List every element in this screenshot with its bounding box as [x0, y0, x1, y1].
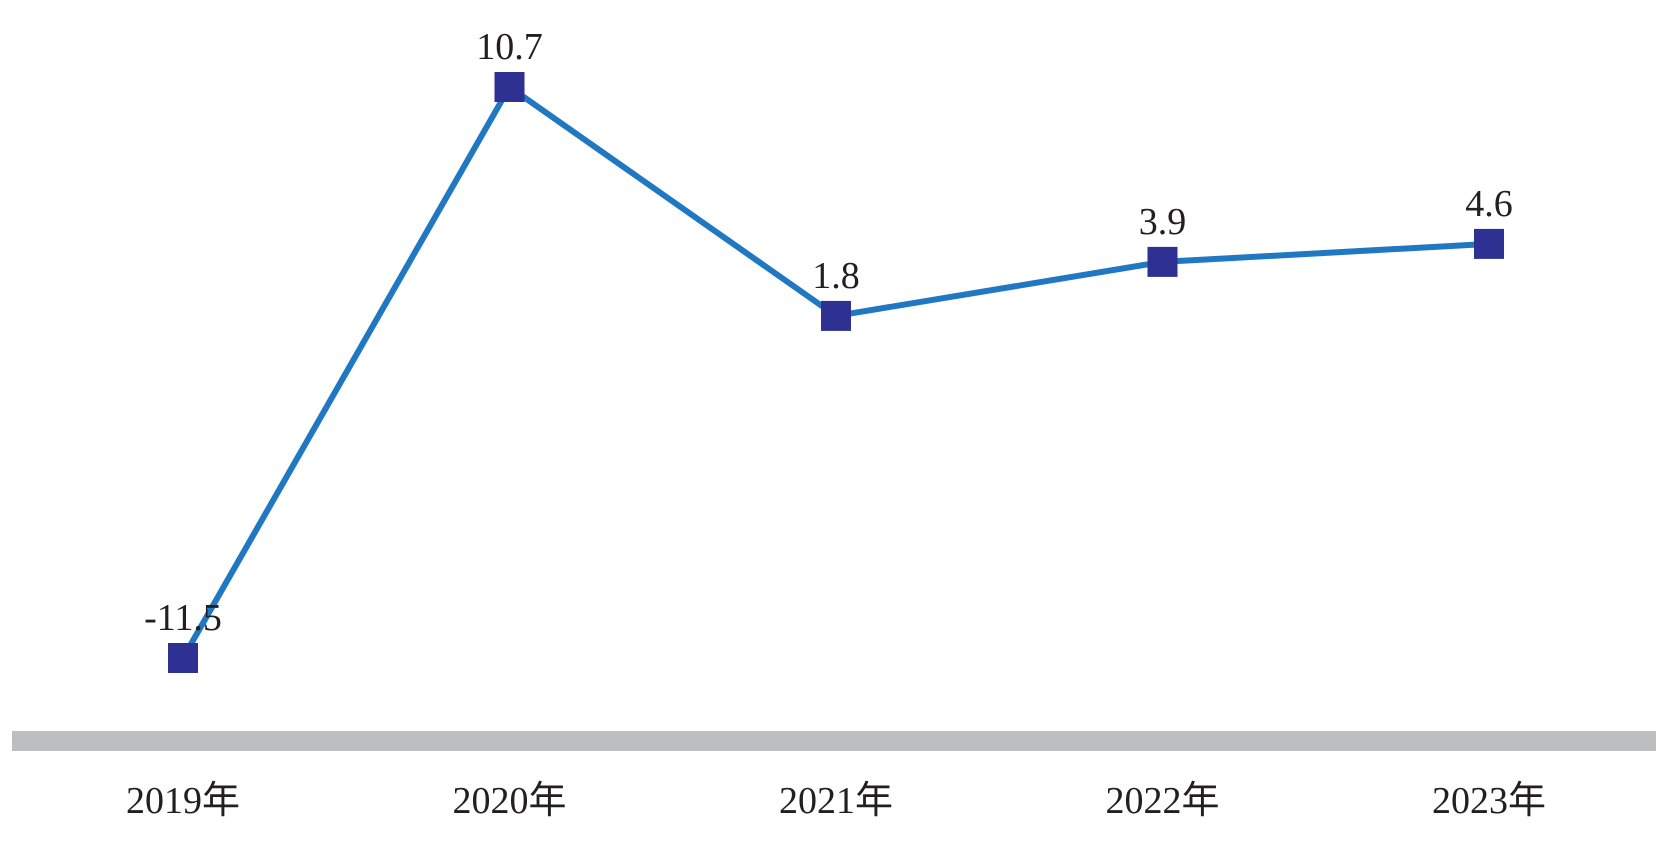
x-tick-label: 2019年	[126, 780, 240, 822]
data-point-marker	[1474, 228, 1504, 259]
data-point-marker	[494, 72, 525, 102]
series-line	[180, 82, 1490, 660]
data-label-layer: -11.5 10.7 1.8 3.9 4.6	[144, 26, 1513, 639]
x-tick-label: 2022年	[1105, 780, 1219, 822]
data-point-marker	[168, 643, 198, 673]
data-point-marker	[1147, 246, 1178, 277]
x-axis-band	[12, 731, 1656, 751]
data-label: -11.5	[144, 597, 222, 639]
data-point-marker	[821, 300, 851, 331]
series-layer	[168, 72, 1504, 673]
x-tick-label: 2023年	[1432, 780, 1546, 822]
data-label: 4.6	[1465, 183, 1513, 225]
x-tick-layer: 2019年 2020年 2021年 2022年 2023年	[126, 780, 1546, 822]
data-label: 1.8	[812, 255, 860, 297]
x-tick-label: 2021年	[779, 780, 893, 822]
data-label: 10.7	[476, 26, 543, 68]
data-label: 3.9	[1139, 201, 1187, 243]
x-tick-label: 2020年	[452, 780, 566, 822]
